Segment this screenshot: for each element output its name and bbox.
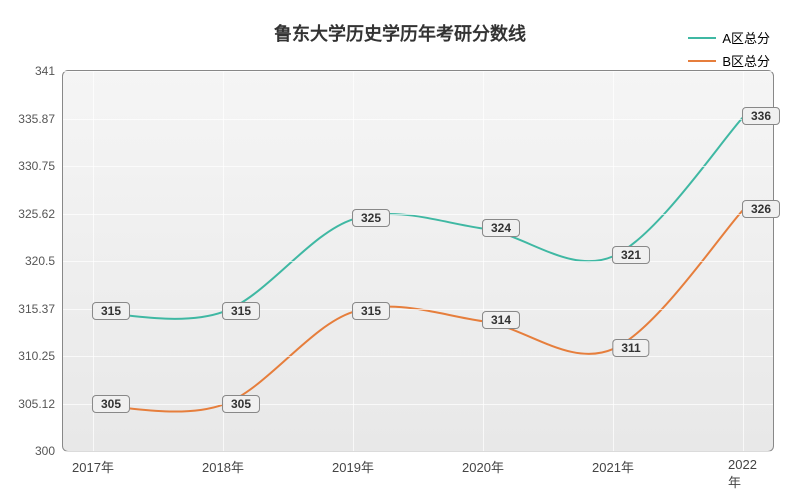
gridline-v (483, 71, 484, 451)
data-label: 305 (92, 395, 130, 413)
gridline-h (63, 404, 773, 405)
legend-item-a: A区总分 (688, 28, 770, 47)
data-label: 325 (352, 209, 390, 227)
gridline-h (63, 119, 773, 120)
data-label: 315 (92, 302, 130, 320)
y-axis-label: 325.62 (18, 207, 55, 221)
y-axis-label: 341 (35, 64, 55, 78)
data-label: 326 (742, 200, 780, 218)
y-axis-label: 335.87 (18, 112, 55, 126)
y-axis-label: 330.75 (18, 159, 55, 173)
gridline-h (63, 214, 773, 215)
x-axis-label: 2021年 (592, 457, 634, 476)
y-axis-label: 320.5 (25, 254, 55, 268)
data-label: 324 (482, 219, 520, 237)
chart-container: 鲁东大学历史学历年考研分数线 A区总分 B区总分 300305.12310.25… (0, 0, 800, 500)
data-label: 311 (612, 339, 649, 357)
data-label: 305 (222, 395, 260, 413)
plot-area: 300305.12310.25315.37320.5325.62330.7533… (62, 70, 774, 452)
data-label: 314 (482, 311, 520, 329)
chart-title: 鲁东大学历史学历年考研分数线 (274, 20, 526, 46)
legend-swatch-b (688, 60, 716, 62)
series-line-0 (93, 117, 743, 318)
series-line-1 (93, 210, 743, 411)
gridline-h (63, 166, 773, 167)
y-axis-label: 310.25 (18, 349, 55, 363)
y-axis-label: 315.37 (18, 302, 55, 316)
y-axis-label: 300 (35, 444, 55, 458)
gridline-v (743, 71, 744, 451)
x-axis-label: 2019年 (332, 457, 374, 476)
x-axis-label: 2022年 (728, 457, 758, 491)
legend-swatch-a (688, 37, 716, 39)
data-label: 315 (352, 302, 390, 320)
data-label: 321 (612, 246, 650, 264)
legend-label-b: B区总分 (722, 51, 770, 70)
x-axis-label: 2017年 (72, 457, 114, 476)
gridline-h (63, 356, 773, 357)
gridline-v (353, 71, 354, 451)
legend-label-a: A区总分 (722, 28, 770, 47)
gridline-h (63, 309, 773, 310)
data-label: 336 (742, 107, 780, 125)
y-axis-label: 305.12 (18, 397, 55, 411)
gridline-h (63, 71, 773, 72)
x-axis-label: 2018年 (202, 457, 244, 476)
gridline-h (63, 261, 773, 262)
legend-item-b: B区总分 (688, 51, 770, 70)
gridline-h (63, 451, 773, 452)
legend: A区总分 B区总分 (688, 28, 770, 74)
x-axis-label: 2020年 (462, 457, 504, 476)
data-label: 315 (222, 302, 260, 320)
